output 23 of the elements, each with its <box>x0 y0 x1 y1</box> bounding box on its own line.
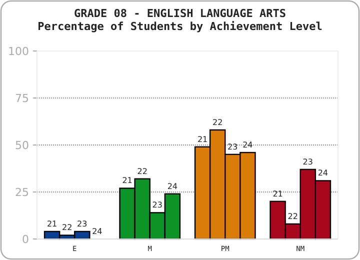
text: 22 <box>288 212 298 221</box>
text: 22 <box>212 118 223 127</box>
text: 24 <box>92 227 102 236</box>
text: 23 <box>302 157 313 166</box>
series-label: 24 <box>167 182 178 191</box>
text: 21 <box>122 176 132 186</box>
text: 23 <box>152 200 162 210</box>
series-label: 23 <box>77 219 88 228</box>
y-tick-label: 0 <box>22 233 29 246</box>
text: 21 <box>197 134 208 144</box>
y-tick-label: 75 <box>15 92 29 105</box>
y-tick-label: 50 <box>15 139 29 152</box>
chart-subtitle: Percentage of Students by Achievement Level <box>38 20 322 33</box>
text: 24 <box>318 168 328 178</box>
series-label: 21 <box>46 219 58 228</box>
text: 21 <box>272 189 283 198</box>
text: 23 <box>228 142 238 152</box>
y-tick-label: 25 <box>15 186 29 199</box>
chart-title: GRADE 08 - ENGLISH LANGUAGE ARTS <box>74 7 286 20</box>
y-tick-label: 100 <box>8 45 29 58</box>
text: 24 <box>242 140 253 150</box>
text: 22 <box>137 166 148 176</box>
series-label: 22 <box>62 223 72 232</box>
